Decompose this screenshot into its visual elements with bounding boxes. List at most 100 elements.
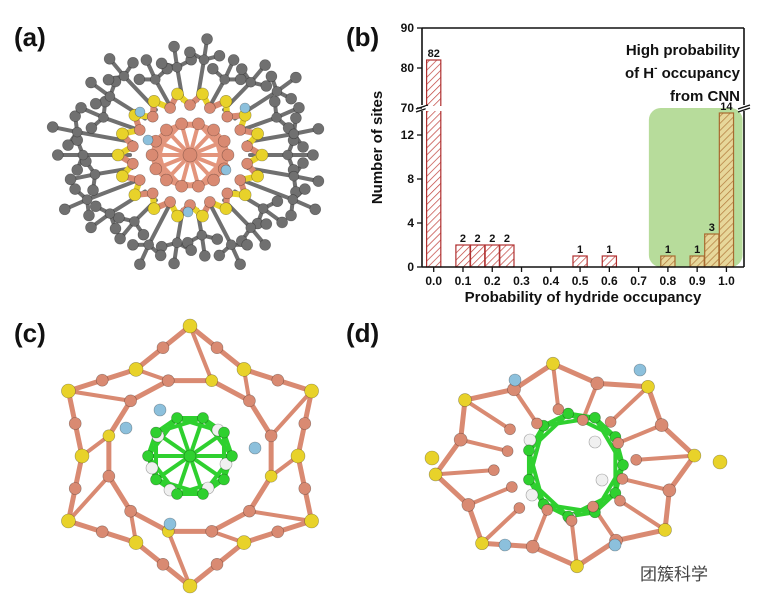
carbon-atom — [71, 164, 84, 176]
carbon-atom — [199, 250, 211, 262]
frame-bond — [530, 507, 550, 549]
sulfur-atom — [128, 362, 144, 377]
frame-bond — [645, 384, 665, 428]
gold-atom — [207, 123, 220, 137]
cluster-core-side-view — [424, 356, 728, 574]
annotation-line-1: High probability — [626, 42, 741, 59]
carbon-atom — [312, 123, 325, 135]
sulfur-atom — [236, 535, 252, 550]
carbon-atom — [288, 128, 300, 140]
carbon-atom — [85, 221, 97, 234]
carbon-atom — [312, 175, 325, 187]
carbon-atom — [225, 239, 237, 251]
gold-atom — [68, 482, 82, 495]
x-tick-label: 0.2 — [484, 274, 501, 288]
frame-bond — [569, 518, 580, 569]
gold-atom — [234, 124, 247, 136]
sulfur-atom — [171, 87, 184, 101]
carbon-atom — [219, 74, 230, 85]
sulfur-atom — [546, 356, 560, 371]
frame-bond — [634, 453, 697, 462]
carbon-atom — [102, 73, 115, 86]
gold-atom — [506, 481, 518, 493]
core-bond — [526, 411, 571, 453]
sulfur-atom — [290, 448, 306, 464]
core-atom — [150, 473, 162, 486]
gold-atom — [221, 187, 234, 200]
carbon-atom — [171, 237, 183, 249]
carbon-atom — [290, 71, 302, 84]
carbon-atom — [85, 76, 97, 89]
carbon-atom — [75, 101, 87, 114]
gold-atom — [102, 469, 116, 483]
gold-atom — [565, 514, 578, 527]
frame-bond — [106, 398, 134, 439]
sulfur-atom — [251, 169, 264, 183]
gold-atom — [531, 417, 543, 430]
carbon-atom — [297, 141, 309, 153]
gold-atom — [160, 123, 173, 137]
bar-break-gap — [425, 106, 442, 111]
gold-atom — [124, 394, 137, 408]
gold-atom — [133, 174, 146, 186]
frame-bond — [128, 378, 171, 404]
carbon-atom — [271, 112, 282, 123]
carbon-atom — [62, 139, 74, 151]
ligand-bond — [101, 115, 139, 132]
carbon-atom — [271, 86, 283, 97]
carbon-atom — [245, 76, 257, 88]
carbon-atom — [109, 222, 122, 235]
frame-bond — [433, 468, 496, 477]
carbon-atom — [297, 157, 309, 169]
frame-bond — [512, 387, 539, 426]
bar-value-label: 82 — [428, 48, 440, 60]
core-atom — [218, 473, 230, 486]
gold-atom — [654, 418, 669, 432]
core-atom — [218, 426, 230, 439]
carbon-atom — [171, 61, 183, 73]
core-bond — [566, 411, 618, 439]
watermark-text: 团簇科学 — [640, 565, 708, 585]
carbon-atom — [293, 101, 305, 114]
bar-value-label: 14 — [720, 101, 733, 113]
sulfur-atom — [128, 188, 142, 202]
carbon-atom — [206, 62, 219, 75]
frame-bond — [608, 384, 650, 424]
gold-atom — [587, 500, 599, 513]
gold-atom — [164, 196, 176, 208]
core-atom — [523, 473, 535, 486]
sulfur-atom — [264, 469, 278, 483]
gold-atom — [264, 429, 278, 443]
bar-value-label: 1 — [665, 244, 671, 256]
phosphorus-atom — [119, 421, 133, 435]
x-tick-label: 0.1 — [455, 274, 472, 288]
gold-atom — [453, 432, 468, 447]
gold-atom — [184, 99, 196, 111]
phosphorus-atom — [508, 373, 522, 387]
y-tick-label: 12 — [401, 128, 415, 142]
carbon-atom — [168, 40, 180, 53]
gold-atom — [630, 454, 642, 466]
gold-atom — [271, 525, 285, 539]
gold-atom — [204, 196, 216, 208]
y-tick-label: 4 — [407, 216, 414, 230]
frame-bond — [463, 398, 513, 432]
sulfur-atom — [171, 209, 184, 223]
phosphorus-atom — [239, 102, 251, 114]
carbon-atom — [260, 218, 273, 230]
panel-label-b: (b) — [346, 22, 380, 52]
frame-bond — [511, 361, 556, 392]
bar-value-label: 2 — [504, 233, 510, 245]
gold-atom — [182, 147, 198, 163]
carbon-atom — [127, 239, 139, 251]
gold-atom — [95, 373, 109, 387]
gold-atom — [192, 179, 205, 193]
histogram-bar — [601, 255, 618, 268]
gold-atom — [541, 504, 554, 516]
gold-atom — [662, 483, 677, 498]
annotation-superscript: - — [654, 63, 657, 74]
core-bond — [526, 423, 546, 482]
sulfur-atom — [182, 318, 198, 334]
annotation-of-h: of H — [625, 65, 654, 82]
core-bond — [188, 454, 226, 482]
